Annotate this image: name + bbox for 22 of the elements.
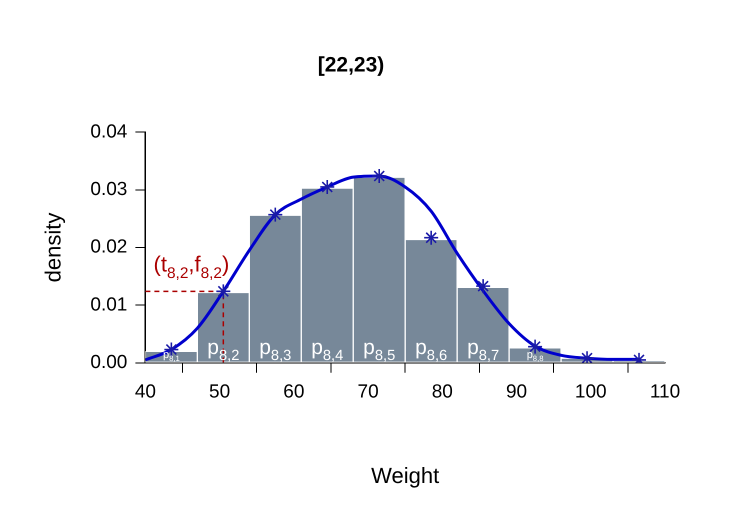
x-tick-label: 90 [506,381,528,402]
chart-title: [22,23) [318,53,384,76]
x-tick-label: 110 [650,381,680,402]
y-axis-title: density [40,212,66,282]
y-tick-label: 0.02 [90,236,128,258]
point [475,278,491,294]
y-tick-label: 0.04 [90,121,128,142]
x-tick-label: 50 [209,381,230,402]
point [267,206,284,222]
x-tick-label: 70 [358,381,379,402]
point [319,179,336,195]
y-tick-label: 0.01 [90,294,128,316]
x-tick-label: 40 [134,381,156,402]
point [371,168,388,184]
y-tick-label: 0.03 [90,179,128,200]
point [216,284,232,300]
x-tick-label: 80 [432,381,453,402]
y-tick-label: 0.00 [90,352,128,374]
x-tick-label: 100 [574,381,607,402]
x-tick-label: 60 [283,381,304,402]
x-axis-title: Weight [371,462,440,488]
point [423,230,439,246]
